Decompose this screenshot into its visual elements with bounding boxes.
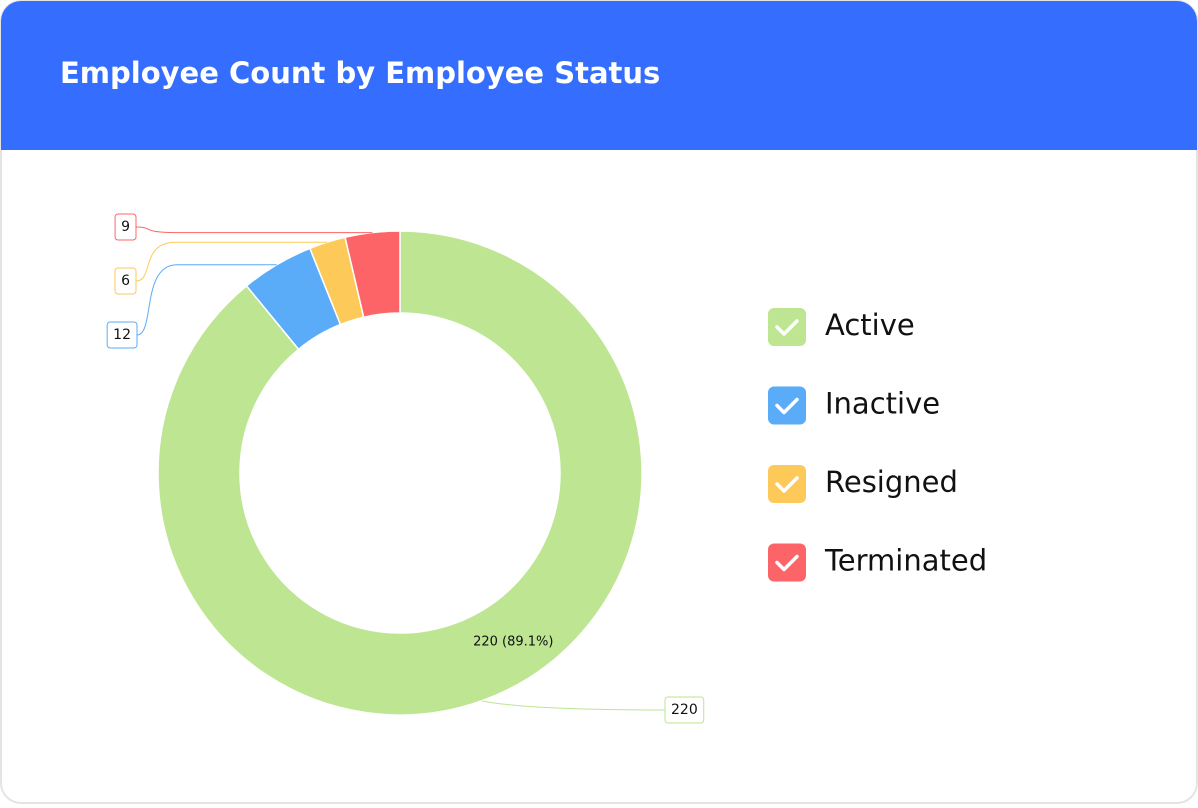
- legend-label: Resigned: [825, 465, 958, 499]
- legend-check: [775, 397, 799, 415]
- legend-check: [775, 554, 799, 572]
- chart-title: Employee Count by Employee Status: [60, 56, 660, 90]
- callout-line: [135, 241, 328, 282]
- legend-swatch: [768, 308, 806, 346]
- callout: 6: [114, 267, 137, 295]
- plot: 220 220 (89.1%) 12 6 9: [106, 213, 705, 724]
- callout: 9: [114, 213, 137, 241]
- callout-label: 6: [121, 273, 130, 289]
- callout-label: 12: [113, 327, 131, 343]
- callout: 12: [106, 321, 138, 349]
- slice-label: 220 (89.1%): [473, 635, 553, 650]
- legend: Active Inactive Resigned Terminated: [768, 308, 987, 582]
- callout-line: [136, 264, 277, 336]
- legend-check: [775, 319, 799, 336]
- donut-slice: [344, 230, 401, 319]
- callout-label: 220: [671, 702, 698, 718]
- callout-line: [481, 700, 666, 711]
- legend-swatch: [768, 386, 806, 425]
- callout-label: 9: [121, 219, 130, 235]
- legend-label: Terminated: [824, 544, 987, 578]
- legend-swatch: [768, 465, 806, 503]
- legend-check: [775, 476, 799, 493]
- legend-swatch: [768, 543, 806, 582]
- callout: 220: [664, 696, 705, 724]
- legend-label: Active: [825, 308, 915, 342]
- donut-slice: [157, 230, 643, 716]
- legend-label: Inactive: [825, 387, 940, 421]
- callout-line: [135, 226, 373, 234]
- card-header: [1, 1, 1197, 150]
